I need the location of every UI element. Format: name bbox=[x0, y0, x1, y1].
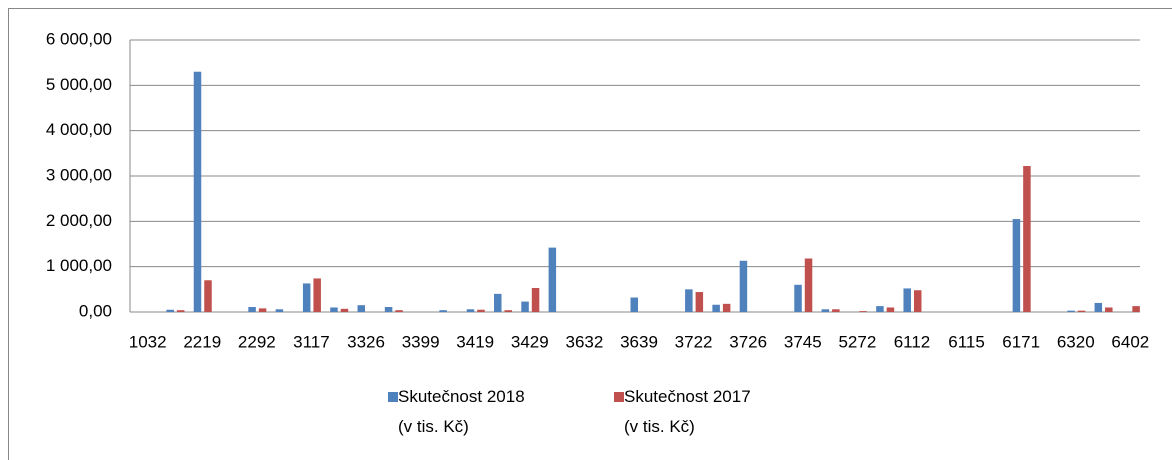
bar bbox=[1094, 302, 1103, 312]
bar bbox=[1067, 310, 1075, 312]
bar bbox=[712, 304, 720, 312]
y-tick-label: 0,00 bbox=[79, 301, 112, 320]
x-tick-label: 3117 bbox=[293, 332, 330, 351]
bar bbox=[1132, 306, 1140, 312]
y-tick-label: 2 000,00 bbox=[46, 211, 112, 230]
x-tick-label: 3326 bbox=[347, 332, 385, 351]
bar bbox=[395, 310, 403, 312]
x-tick-label: 6171 bbox=[1002, 332, 1040, 351]
x-tick-label: 3726 bbox=[729, 332, 767, 351]
bar bbox=[477, 309, 485, 312]
bar bbox=[722, 303, 731, 312]
bar bbox=[531, 287, 540, 312]
x-tick-label: 3399 bbox=[402, 332, 440, 351]
bar bbox=[494, 293, 502, 312]
x-tick-label: 3632 bbox=[565, 332, 603, 351]
x-tick-label: 2292 bbox=[238, 332, 276, 351]
x-tick-label: 3429 bbox=[511, 332, 549, 351]
bar bbox=[302, 283, 311, 312]
bar bbox=[1105, 307, 1113, 312]
bar bbox=[204, 280, 212, 312]
bar bbox=[258, 308, 267, 312]
bar bbox=[313, 278, 321, 312]
bar bbox=[330, 307, 338, 312]
bar bbox=[739, 260, 748, 312]
bar bbox=[340, 308, 349, 312]
x-tick-label: 3745 bbox=[784, 332, 822, 351]
bar bbox=[439, 310, 447, 312]
bar bbox=[913, 290, 922, 312]
x-tick-label: 6112 bbox=[894, 332, 931, 351]
bar bbox=[504, 310, 513, 312]
legend-swatch bbox=[614, 392, 624, 402]
y-tick-label: 6 000,00 bbox=[46, 29, 112, 48]
x-tick-label: 3639 bbox=[620, 332, 658, 351]
x-tick-label: 6320 bbox=[1057, 332, 1095, 351]
bar bbox=[903, 288, 911, 312]
bar bbox=[794, 284, 802, 312]
bar bbox=[166, 309, 174, 312]
x-tick-label: 3419 bbox=[456, 332, 494, 351]
y-tick-label: 3 000,00 bbox=[46, 165, 112, 184]
bar bbox=[859, 311, 867, 312]
bar bbox=[821, 309, 830, 312]
bar bbox=[275, 309, 284, 312]
bar bbox=[1077, 310, 1086, 312]
bar bbox=[384, 307, 393, 312]
bar bbox=[886, 307, 895, 312]
legend-swatch bbox=[388, 392, 398, 402]
x-tick-label: 6115 bbox=[948, 332, 985, 351]
bar bbox=[695, 292, 704, 312]
bar bbox=[193, 71, 202, 312]
bar bbox=[466, 309, 475, 312]
bar bbox=[248, 307, 256, 312]
bar bbox=[832, 309, 840, 312]
bar bbox=[685, 289, 693, 312]
legend-label: Skutečnost 2017 (v tis. Kč) bbox=[624, 387, 751, 436]
x-tick-label: 6402 bbox=[1111, 332, 1149, 351]
bar bbox=[1023, 166, 1031, 312]
x-tick-label: 3722 bbox=[675, 332, 713, 351]
y-tick-label: 4 000,00 bbox=[46, 120, 112, 139]
x-tick-label: 1032 bbox=[129, 332, 167, 351]
bar bbox=[548, 247, 557, 312]
bar bbox=[176, 310, 185, 312]
bar bbox=[357, 305, 366, 312]
y-tick-label: 5 000,00 bbox=[46, 75, 112, 94]
bar bbox=[521, 301, 529, 312]
bar bbox=[630, 297, 638, 312]
y-tick-label: 1 000,00 bbox=[46, 256, 112, 275]
bar bbox=[804, 258, 813, 312]
legend-label: Skutečnost 2018 (v tis. Kč) bbox=[398, 387, 525, 436]
bar bbox=[1012, 219, 1021, 312]
x-tick-label: 5272 bbox=[838, 332, 876, 351]
x-tick-label: 2219 bbox=[183, 332, 221, 351]
bar bbox=[876, 306, 884, 312]
